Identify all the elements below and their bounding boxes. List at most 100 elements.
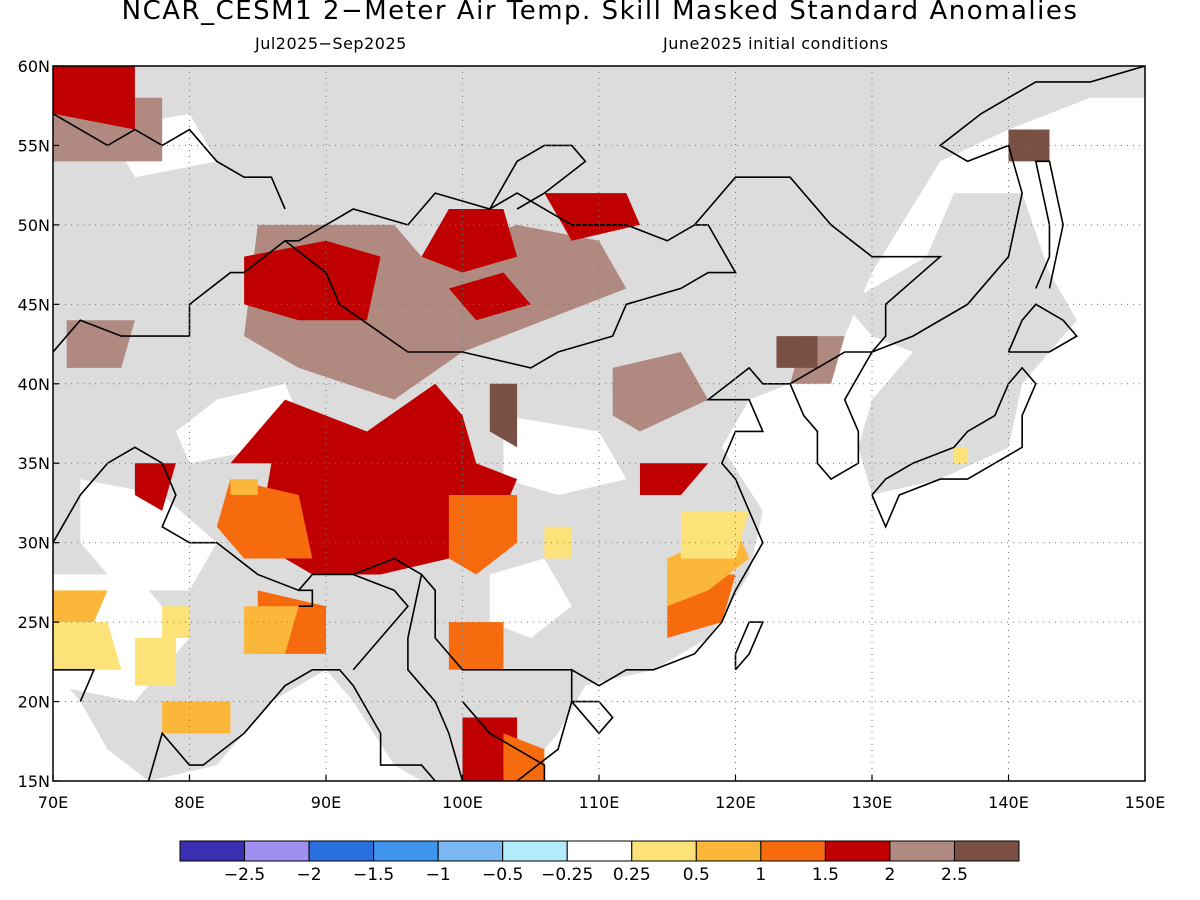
colorbar-swatch-7 <box>631 840 697 862</box>
lat-tick-label: 25N <box>18 613 50 632</box>
anomaly-region-18 <box>448 272 531 321</box>
anomaly-region-36 <box>134 638 176 686</box>
boundary-line-10 <box>53 446 572 671</box>
anomaly-region-14 <box>53 66 135 130</box>
anomaly-region-35 <box>53 622 122 670</box>
colorbar-swatch-12 <box>953 840 1020 862</box>
anomaly-region-20 <box>462 717 518 781</box>
anomaly-region-13 <box>66 320 135 368</box>
colorbar-label: −2.5 <box>224 865 265 885</box>
anomaly-region-41 <box>776 336 818 368</box>
lon-tick-label: 70E <box>38 793 68 812</box>
boundary-line-11 <box>298 589 314 608</box>
initial-conditions: June2025 initial conditions <box>663 34 889 53</box>
boundary-line-4 <box>571 700 614 735</box>
anomaly-region-42 <box>1008 129 1050 162</box>
boundary-line-8 <box>53 176 943 353</box>
lat-tick-label: 35N <box>18 454 50 473</box>
boundary-line-13 <box>407 574 464 781</box>
anomaly-region-1 <box>844 193 1077 495</box>
colorbar-label: 0.5 <box>683 865 710 885</box>
lon-tick-label: 120E <box>715 793 756 812</box>
anomaly-region-17 <box>544 193 640 241</box>
colorbar-swatch-9 <box>760 840 826 862</box>
anomaly-region-34 <box>680 510 750 559</box>
anomaly-region-32 <box>162 701 231 734</box>
colorbar-swatch-8 <box>695 840 762 862</box>
coastlines-and-borders <box>53 66 1145 781</box>
colorbar-label: 0.25 <box>613 865 651 885</box>
boundary-line-15 <box>789 351 872 385</box>
boundary-line-17 <box>53 112 286 210</box>
lon-tick-label: 110E <box>579 793 620 812</box>
colorbar-swatch-5 <box>502 840 568 862</box>
colorbar: −2.5 −2 −1.5 −1 −0.5 −0.25 0.25 0.5 1 1.5 2 2.5 <box>179 840 1020 885</box>
lat-tick-label: 40N <box>18 375 50 394</box>
colorbar-label: −0.5 <box>482 865 523 885</box>
anomaly-region-4 <box>503 415 627 495</box>
colorbar-label: −1.5 <box>353 865 394 885</box>
anomaly-region-31 <box>53 590 108 623</box>
lat-tick-label: 20N <box>18 693 50 712</box>
anomaly-region-37 <box>544 526 572 559</box>
boundary-line-16 <box>489 144 587 210</box>
colorbar-swatch-4 <box>437 840 504 862</box>
anomaly-shading <box>53 66 1145 781</box>
anomaly-region-33 <box>230 479 258 495</box>
lat-tick-label: 45N <box>18 295 50 314</box>
lon-tick-label: 130E <box>852 793 893 812</box>
colorbar-label: −2 <box>297 865 322 885</box>
lat-tick-label: 55N <box>18 136 50 155</box>
boundary-line-12 <box>352 573 409 671</box>
colorbar-label: 1 <box>755 865 766 885</box>
anomaly-region-39 <box>953 447 968 464</box>
colorbar-label: −0.25 <box>541 865 593 885</box>
lat-tick-label: 60N <box>18 57 50 76</box>
anomaly-region-22 <box>134 463 176 511</box>
colorbar-label: 1.5 <box>812 865 839 885</box>
lon-tick-label: 100E <box>442 793 483 812</box>
boundary-line-2 <box>1007 303 1078 353</box>
boundary-line-0 <box>516 66 1145 781</box>
forecast-period: Jul2025−Sep2025 <box>255 34 407 53</box>
boundary-line-3 <box>1034 160 1064 289</box>
anomaly-region-24 <box>448 495 518 575</box>
boundary-line-1 <box>871 366 1037 529</box>
boundary-line-9 <box>284 224 737 369</box>
anomaly-region-38 <box>162 606 190 638</box>
colorbar-swatch-2 <box>308 840 375 862</box>
boundary-line-6 <box>147 668 436 781</box>
anomaly-region-15 <box>244 240 381 321</box>
boundary-line-7 <box>53 668 96 702</box>
colorbar-swatch-0 <box>179 840 246 862</box>
anomaly-region-11 <box>612 352 709 432</box>
lon-tick-label: 140E <box>988 793 1029 812</box>
anomaly-region-40 <box>489 383 518 448</box>
colorbar-swatch-3 <box>373 840 439 862</box>
anomaly-region-28 <box>503 733 545 781</box>
anomaly-region-3 <box>80 479 217 591</box>
anomaly-region-26 <box>448 622 504 670</box>
map-title: NCAR_CESM1 2−Meter Air Temp. Skill Maske… <box>121 0 1079 26</box>
colorbar-swatch-1 <box>244 840 310 862</box>
axis-ticks: 70E 80E 90E 100E 110E 120E 130E 140E 150E 60N 55N 5… <box>18 57 1166 812</box>
lat-tick-label: 50N <box>18 216 50 235</box>
colorbar-swatch-10 <box>824 840 891 862</box>
lon-tick-label: 80E <box>174 793 204 812</box>
lat-tick-label: 15N <box>18 772 50 791</box>
anomaly-region-23 <box>216 479 313 559</box>
anomaly-region-16 <box>421 209 518 273</box>
anomaly-region-29 <box>244 606 299 654</box>
anomaly-region-6 <box>489 558 572 638</box>
lon-tick-label: 150E <box>1125 793 1166 812</box>
colorbar-label: 2 <box>885 865 896 885</box>
anomaly-region-21 <box>639 463 709 495</box>
colorbar-label: −1 <box>426 865 451 885</box>
lon-tick-label: 90E <box>311 793 341 812</box>
colorbar-swatch-6 <box>566 840 633 862</box>
graticule <box>53 66 1145 781</box>
boundary-line-14 <box>461 701 546 781</box>
lat-tick-label: 30N <box>18 534 50 553</box>
colorbar-label: 2.5 <box>941 865 968 885</box>
